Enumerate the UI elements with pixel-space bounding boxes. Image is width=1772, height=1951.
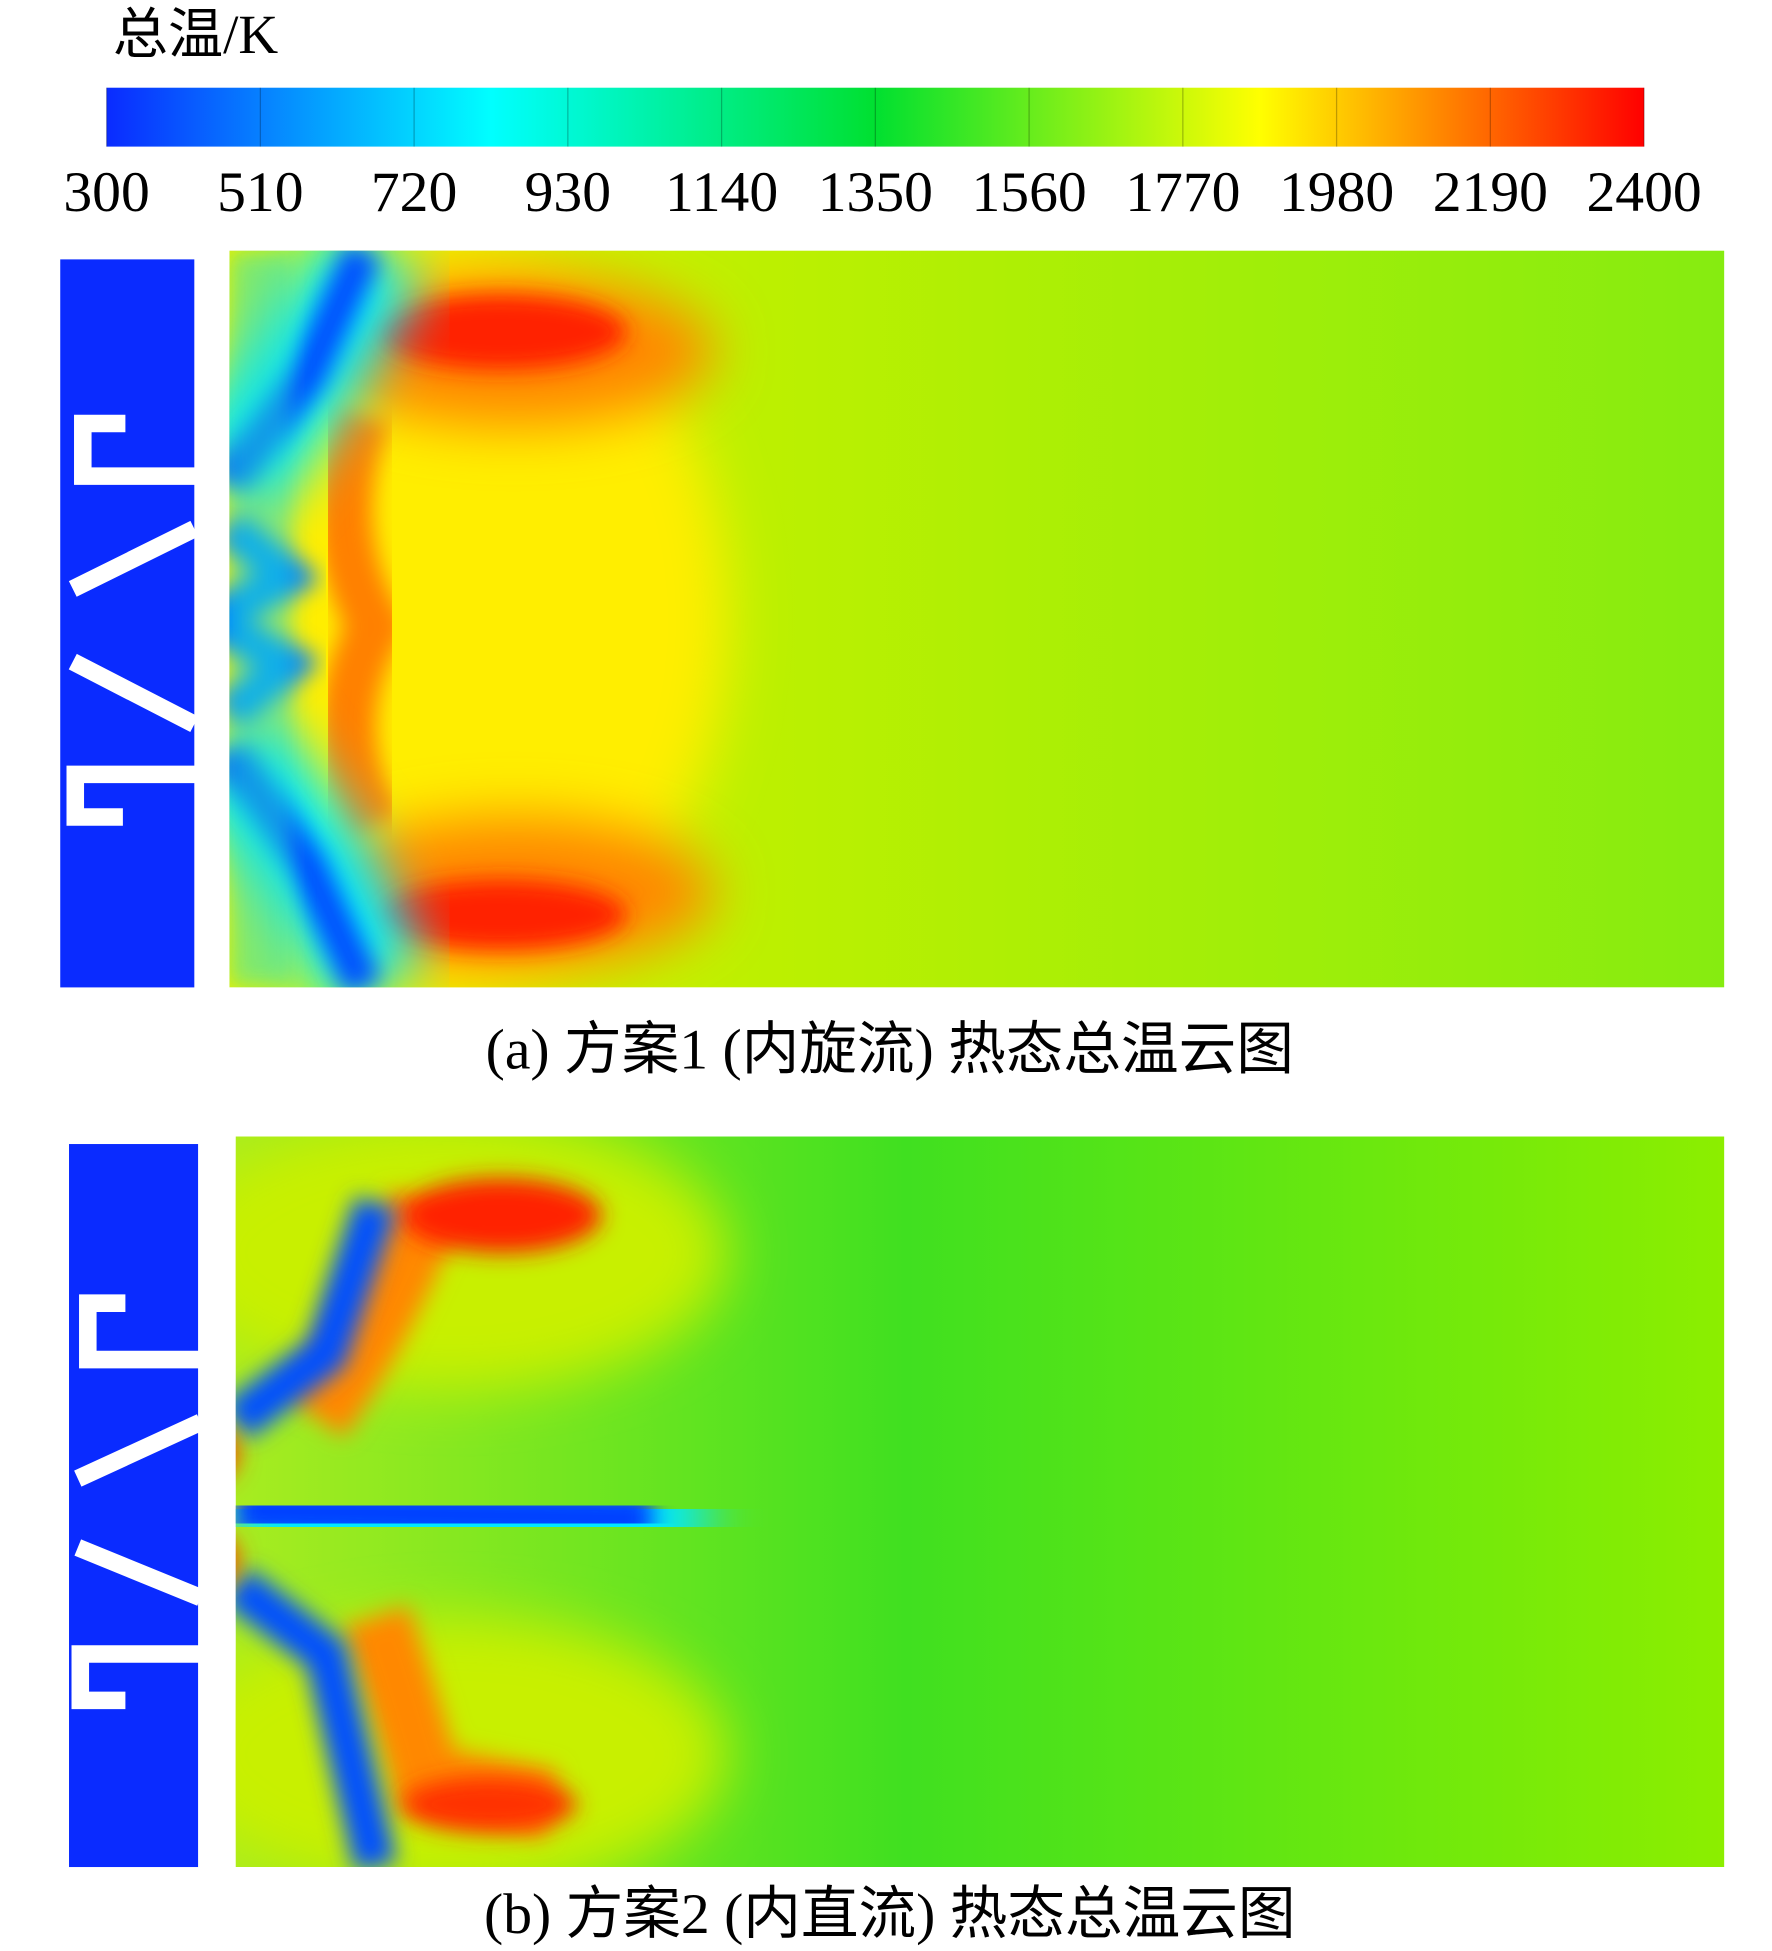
contour-shape xyxy=(235,1548,239,1573)
tick-label: 300 xyxy=(63,161,149,224)
tick-label: 2190 xyxy=(1433,161,1548,224)
contour-shape xyxy=(401,1177,602,1254)
contour-shape xyxy=(376,294,627,370)
contour-shape xyxy=(343,1605,559,1839)
tick-label: 2400 xyxy=(1586,161,1701,224)
colorbar xyxy=(106,87,1645,147)
tick-label: 1350 xyxy=(818,161,933,224)
contour-shape xyxy=(235,1484,653,1544)
tick-label: 1560 xyxy=(971,161,1086,224)
inlet-outline xyxy=(66,414,226,826)
contour-shape xyxy=(376,879,627,950)
contour-shape xyxy=(401,1776,577,1832)
contour-shape xyxy=(235,1136,727,1391)
colorbar-title: 总温/K xyxy=(113,4,279,65)
contour-shape xyxy=(316,403,409,841)
tick-label: 930 xyxy=(525,161,611,224)
inlet-block xyxy=(60,259,195,988)
contour-shape xyxy=(235,1196,397,1868)
contour-shape xyxy=(229,250,293,988)
contour-a xyxy=(60,250,1725,988)
tick-label: 1770 xyxy=(1125,161,1240,224)
tick-label: 1140 xyxy=(665,161,778,224)
field xyxy=(229,250,1725,988)
contour-b xyxy=(69,1136,1725,1868)
contour-shape xyxy=(282,1188,462,1438)
caption: (a) 方案1 (内旋流) 热态总温云图 xyxy=(486,1018,1294,1081)
tick-label: 720 xyxy=(371,161,457,224)
caption: (b) 方案2 (内直流) 热态总温云图 xyxy=(484,1883,1295,1946)
tick-label: 510 xyxy=(217,161,303,224)
inlet-block xyxy=(69,1144,199,1868)
inlet-outline xyxy=(71,1294,232,1710)
tick-label: 1980 xyxy=(1279,161,1394,224)
field xyxy=(235,1136,1725,1868)
contour-shape xyxy=(235,1441,239,1466)
colorbar-ticks: 300 510 720 930 1140 1350 1560 1770 1980 2190 2400 xyxy=(63,87,1702,224)
